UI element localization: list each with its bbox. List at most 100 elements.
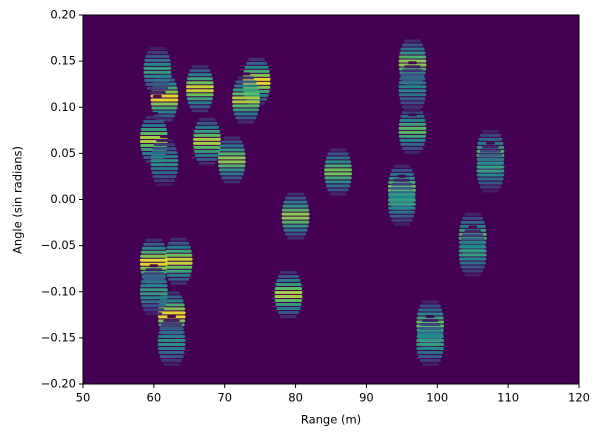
blob-stripe: [149, 46, 166, 50]
blob-stripe: [324, 164, 352, 168]
blob-stripe: [189, 69, 211, 73]
blob-stripe: [401, 105, 424, 109]
blob-stripe: [389, 186, 414, 190]
blob-stripe: [218, 148, 245, 152]
blob-stripe: [157, 334, 186, 338]
blob-stripe: [479, 133, 501, 137]
blob-stripe: [400, 101, 425, 105]
blob-stripe: [164, 261, 193, 265]
blob-stripe: [194, 153, 220, 157]
blob-stripe: [141, 304, 166, 308]
blob-stripe: [157, 338, 186, 342]
blob-stripe: [282, 224, 309, 228]
blob-stripe: [393, 222, 411, 226]
blob-stripe: [388, 210, 415, 214]
blob-stripe: [186, 77, 213, 81]
blob-stripe: [150, 159, 179, 163]
blob-stripe: [418, 354, 443, 358]
blob: [217, 132, 246, 188]
blob-stripe: [287, 236, 304, 240]
blob-stripe: [168, 277, 190, 281]
blob-stripe: [476, 161, 505, 165]
blob-stripe: [329, 192, 347, 196]
blob-stripe: [149, 264, 159, 268]
blob-stripe: [143, 74, 172, 78]
blob-stripe: [274, 295, 303, 299]
blob-stripe: [139, 258, 168, 262]
blob-stripe: [401, 146, 424, 150]
blob-stripe: [468, 208, 478, 212]
blob-stripe: [139, 292, 168, 296]
x-tick-label: 120: [568, 391, 590, 405]
blob: [476, 141, 505, 197]
blob: [164, 233, 193, 289]
blob-stripe: [329, 148, 347, 152]
blob-stripe: [387, 198, 416, 202]
blob-stripe: [326, 184, 351, 188]
blob-stripe: [477, 177, 504, 181]
blob-stripe: [398, 59, 427, 63]
blob-stripe: [164, 253, 193, 257]
blob-stripe: [168, 241, 190, 245]
blob-stripe: [418, 326, 443, 330]
blob-stripe: [163, 362, 180, 366]
blob-stripe: [460, 265, 485, 269]
blob-stripe: [478, 181, 503, 185]
blob-stripe: [186, 97, 213, 101]
blob-stripe: [281, 208, 310, 212]
blob-stripe: [196, 121, 218, 125]
blob-stripe: [462, 269, 484, 273]
blob-stripe: [157, 311, 186, 315]
blob-stripe: [145, 238, 163, 242]
blob-stripe: [389, 214, 414, 218]
blob-stripe: [163, 318, 180, 322]
blob-stripe: [223, 180, 241, 184]
x-tick-label: 100: [426, 391, 448, 405]
blob-stripe: [281, 220, 310, 224]
blob-stripe: [152, 175, 177, 179]
blob-stripe: [151, 151, 178, 155]
blob-stripe: [398, 89, 427, 93]
blob-stripe: [219, 144, 244, 148]
blob-stripe: [235, 80, 257, 84]
blob-stripe: [246, 61, 268, 65]
blob-stripe: [174, 285, 184, 289]
blob-stripe: [227, 132, 237, 136]
blob-stripe: [243, 69, 270, 73]
blob-stripe: [275, 303, 302, 307]
blob-stripe: [195, 113, 205, 117]
blob-stripe: [276, 307, 301, 311]
blob-stripe: [167, 287, 176, 291]
blob-stripe: [419, 304, 441, 308]
blob-stripe: [425, 296, 435, 300]
blob-stripe: [388, 206, 416, 210]
blob-stripe: [141, 124, 166, 128]
blob-stripe: [170, 281, 188, 285]
blob-stripe: [152, 42, 162, 46]
blob-stripe: [459, 261, 486, 265]
blob-stripe: [476, 165, 505, 169]
blob-stripe: [419, 322, 441, 326]
blob-stripe: [275, 283, 302, 287]
blob: [458, 225, 487, 281]
blob-stripe: [283, 200, 308, 204]
blob-stripe: [282, 204, 309, 208]
blob-stripe: [158, 330, 185, 334]
blob-stripe: [185, 85, 214, 89]
blob-stripe: [416, 342, 445, 346]
blob-stripe: [233, 112, 259, 116]
blob-stripe: [140, 128, 167, 132]
blob-stripe: [393, 164, 411, 168]
blob-stripe: [400, 73, 425, 77]
blob-stripe: [232, 100, 260, 104]
blob-stripe: [143, 308, 165, 312]
blob-stripe: [478, 153, 503, 157]
blob-stripe: [425, 366, 435, 370]
blob-stripe: [145, 82, 170, 86]
blob-stripe: [404, 39, 421, 43]
blob-stripe: [165, 269, 192, 273]
blob-stripe: [191, 65, 209, 69]
blob-stripe: [468, 225, 478, 229]
blob-stripe: [408, 61, 417, 65]
